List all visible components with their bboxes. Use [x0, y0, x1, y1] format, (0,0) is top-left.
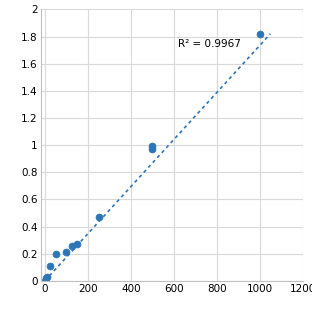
- Point: [64, 250, 69, 255]
- Point: [75, 242, 80, 247]
- Point: [42, 278, 47, 283]
- Point: [45, 274, 50, 279]
- Text: R² = 0.9967: R² = 0.9967: [178, 39, 241, 49]
- Point: [150, 147, 155, 152]
- Point: [44, 275, 49, 280]
- Point: [96, 215, 101, 220]
- Point: [69, 243, 74, 248]
- Point: [257, 31, 262, 36]
- Point: [53, 251, 58, 256]
- Point: [150, 144, 155, 149]
- Point: [48, 263, 53, 268]
